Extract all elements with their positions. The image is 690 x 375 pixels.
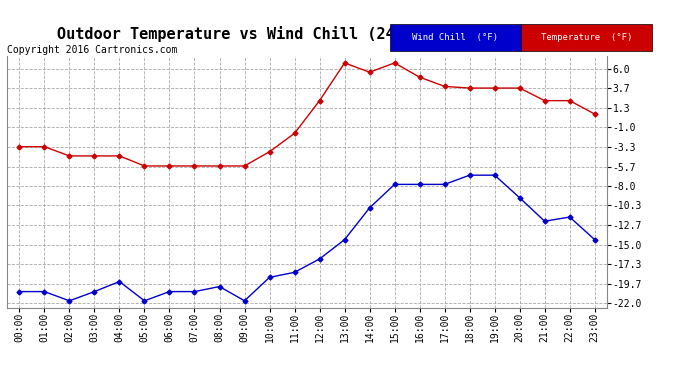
Text: Wind Chill  (°F): Wind Chill (°F) <box>413 33 498 42</box>
Text: Copyright 2016 Cartronics.com: Copyright 2016 Cartronics.com <box>7 45 177 55</box>
Text: Temperature  (°F): Temperature (°F) <box>541 33 632 42</box>
Text: Outdoor Temperature vs Wind Chill (24 Hours)  20160118: Outdoor Temperature vs Wind Chill (24 Ho… <box>57 26 550 42</box>
